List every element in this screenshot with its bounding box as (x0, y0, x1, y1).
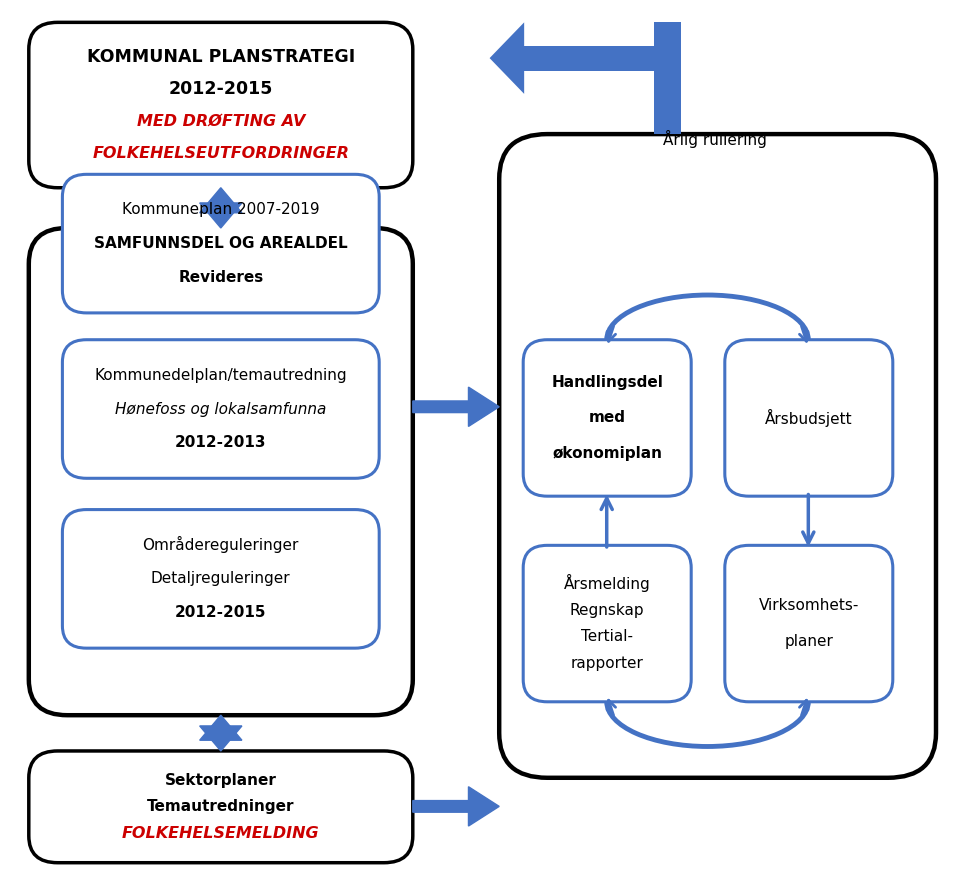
FancyArrow shape (215, 726, 228, 740)
FancyBboxPatch shape (62, 174, 379, 313)
FancyArrow shape (215, 203, 228, 213)
Text: KOMMUNAL PLANSTRATEGI: KOMMUNAL PLANSTRATEGI (86, 47, 355, 66)
Text: planer: planer (784, 634, 833, 649)
FancyBboxPatch shape (29, 228, 413, 715)
Text: Årlig rullering: Årlig rullering (663, 130, 767, 148)
Text: Hønefoss og lokalsamfunna: Hønefoss og lokalsamfunna (115, 401, 326, 417)
FancyBboxPatch shape (29, 22, 413, 188)
Text: 2012-2015: 2012-2015 (169, 80, 273, 98)
Text: FOLKEHELSEMELDING: FOLKEHELSEMELDING (122, 826, 320, 841)
Text: Områdereguleringer: Områdereguleringer (143, 536, 299, 553)
Text: Temautredninger: Temautredninger (147, 799, 295, 814)
Text: 2012-2015: 2012-2015 (175, 605, 267, 620)
Text: Kommunedelplan/temautredning: Kommunedelplan/temautredning (94, 367, 348, 383)
FancyArrow shape (413, 787, 499, 826)
Text: rapporter: rapporter (571, 656, 643, 671)
FancyArrow shape (200, 715, 242, 740)
Text: med: med (588, 410, 626, 426)
Text: Sektorplaner: Sektorplaner (165, 772, 276, 788)
FancyArrow shape (200, 203, 242, 228)
FancyArrow shape (200, 188, 242, 213)
FancyBboxPatch shape (725, 340, 893, 496)
Text: Handlingsdel: Handlingsdel (551, 375, 663, 390)
FancyBboxPatch shape (725, 545, 893, 702)
Text: Virksomhets-: Virksomhets- (758, 598, 859, 613)
Text: økonomiplan: økonomiplan (552, 446, 662, 461)
FancyBboxPatch shape (523, 545, 691, 702)
Polygon shape (524, 46, 681, 71)
FancyBboxPatch shape (29, 751, 413, 863)
Polygon shape (490, 22, 524, 94)
Polygon shape (654, 22, 681, 134)
Text: Kommuneplan 2007-2019: Kommuneplan 2007-2019 (122, 202, 320, 217)
FancyBboxPatch shape (523, 340, 691, 496)
FancyBboxPatch shape (62, 340, 379, 478)
Text: Årsmelding: Årsmelding (564, 574, 651, 593)
Text: Detaljreguleringer: Detaljreguleringer (151, 571, 291, 586)
Text: MED DRØFTING AV: MED DRØFTING AV (136, 114, 305, 129)
Text: Regnskap: Regnskap (570, 603, 644, 618)
FancyBboxPatch shape (62, 510, 379, 648)
Text: Revideres: Revideres (179, 270, 263, 285)
Text: Tertial-: Tertial- (581, 629, 634, 645)
FancyArrow shape (200, 726, 242, 751)
Text: Årsbudsjett: Årsbudsjett (765, 409, 852, 427)
Text: FOLKEHELSEUTFORDRINGER: FOLKEHELSEUTFORDRINGER (92, 146, 349, 161)
FancyArrow shape (413, 387, 499, 426)
Text: 2012-2013: 2012-2013 (175, 435, 267, 451)
FancyBboxPatch shape (499, 134, 936, 778)
Text: SAMFUNNSDEL OG AREALDEL: SAMFUNNSDEL OG AREALDEL (94, 236, 348, 251)
